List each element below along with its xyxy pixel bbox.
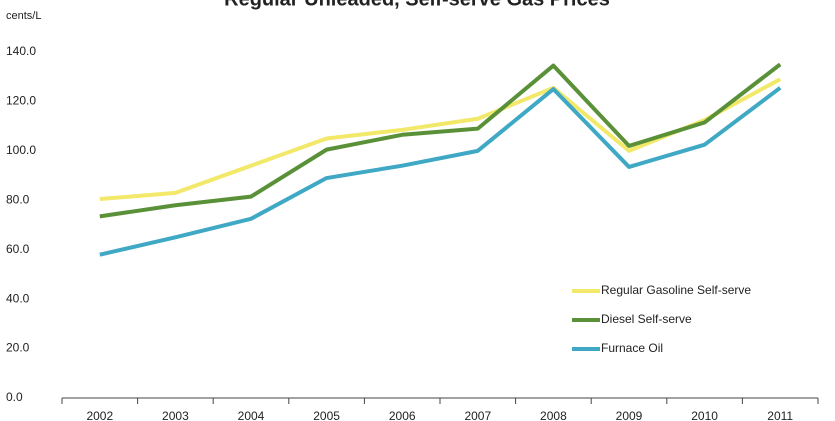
x-tick-label: 2004 <box>238 409 265 421</box>
x-tick-label: 2002 <box>86 409 113 421</box>
legend-label: Furnace Oil <box>601 341 663 355</box>
y-tick-label: 120.0 <box>6 94 36 108</box>
y-tick-label: 100.0 <box>6 143 36 157</box>
y-tick-label: 140.0 <box>6 44 36 58</box>
x-tick-label: 2008 <box>540 409 567 421</box>
y-tick-label: 40.0 <box>6 291 30 305</box>
legend-label: Diesel Self-serve <box>601 312 692 326</box>
y-tick-label: 0.0 <box>6 390 23 404</box>
x-tick-label: 2005 <box>313 409 340 421</box>
y-tick-label: 80.0 <box>6 192 30 206</box>
data-line <box>99 86 782 257</box>
y-tick-label: 60.0 <box>6 242 30 256</box>
chart-title: Regular Unleaded, Self-serve Gas Prices <box>224 0 610 10</box>
x-tick-label: 2011 <box>767 409 793 421</box>
y-tick-label: 20.0 <box>6 341 30 355</box>
x-tick-label: 2010 <box>691 409 718 421</box>
x-tick-label: 2006 <box>389 409 416 421</box>
x-tick-label: 2009 <box>616 409 643 421</box>
legend-label: Regular Gasoline Self-serve <box>601 283 751 297</box>
y-axis-label: cents/L <box>6 10 41 22</box>
data-line <box>99 62 782 219</box>
data-line <box>99 77 782 202</box>
x-tick-label: 2007 <box>464 409 491 421</box>
x-tick-label: 2003 <box>162 409 189 421</box>
